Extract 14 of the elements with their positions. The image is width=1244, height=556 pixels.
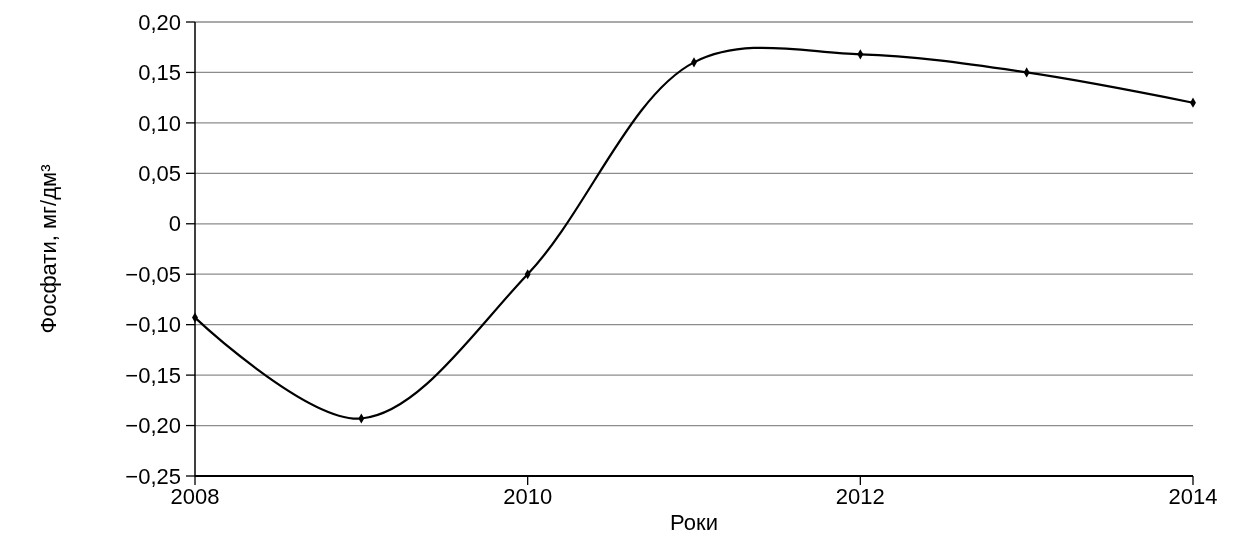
x-tick-label: 2012 xyxy=(835,484,885,509)
x-tick-label: 2010 xyxy=(503,484,553,509)
y-tick-label: 0,15 xyxy=(138,60,181,86)
x-tick-label: 2014 xyxy=(1168,484,1218,509)
y-tick-label: −0,05 xyxy=(125,261,181,287)
x-axis-title: Роки xyxy=(670,510,718,535)
y-tick-label: 0,05 xyxy=(138,161,181,187)
y-tick-label: −0,10 xyxy=(125,312,181,338)
y-tick-label: −0,20 xyxy=(125,413,181,439)
y-tick-label: −0,15 xyxy=(125,362,181,388)
y-tick-label: 0 xyxy=(168,211,181,237)
y-tick-label: 0,20 xyxy=(138,9,181,35)
y-tick-label: 0,10 xyxy=(138,110,181,136)
y-axis-title: Фосфати, мг/дм³ xyxy=(36,164,61,334)
